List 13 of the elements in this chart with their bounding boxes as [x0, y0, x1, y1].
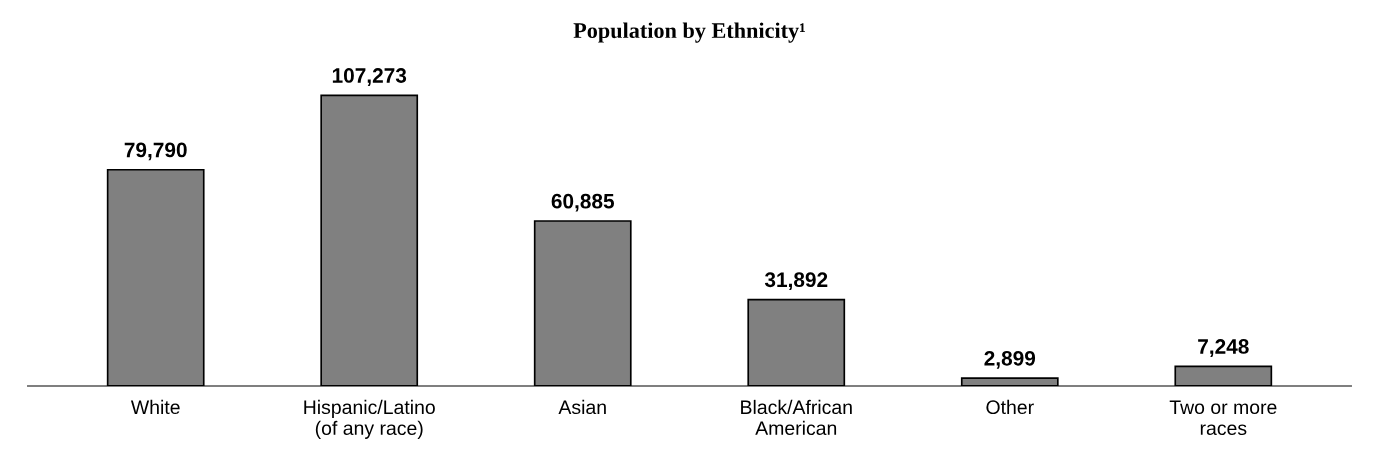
- x-tick-label: Asian: [558, 399, 606, 415]
- x-tick-label: Black/African American: [741, 399, 852, 436]
- data-label: 2,899: [984, 350, 1036, 369]
- x-tick-label: Two or more races: [1169, 400, 1277, 436]
- x-tick-label: Hispanic/Latino (of any race): [304, 399, 435, 439]
- data-label: 31,892: [764, 272, 828, 291]
- x-tick-label: Other: [986, 399, 1034, 415]
- chart-title: Population by Ethnicity¹: [573, 22, 805, 43]
- data-label: 107,273: [332, 68, 407, 86]
- data-label: 7,248: [1198, 339, 1249, 357]
- data-label: 79,790: [124, 142, 187, 161]
- x-tick-label: White: [130, 399, 180, 415]
- data-label: 60,885: [551, 193, 615, 212]
